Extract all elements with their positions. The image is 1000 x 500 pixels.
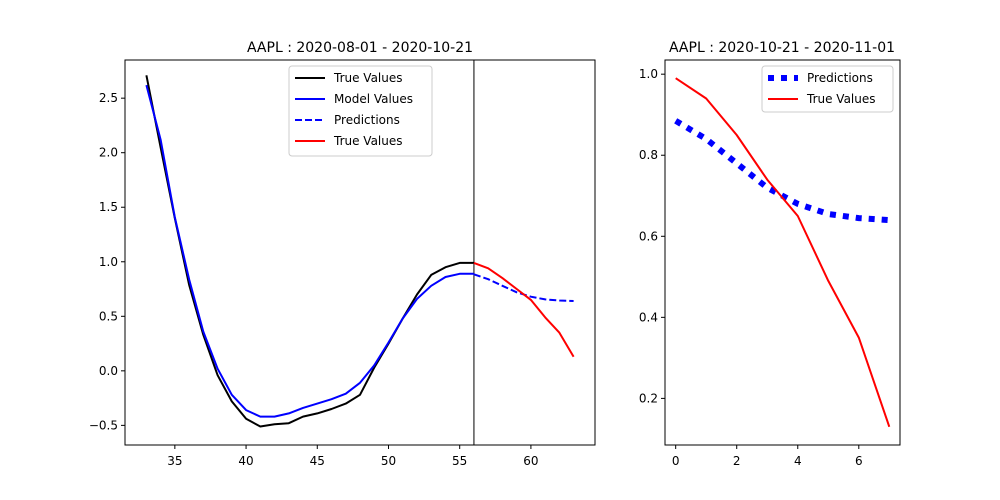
series-line [473, 261, 575, 358]
legend-label: Predictions [807, 71, 873, 85]
legend-label: Predictions [334, 113, 400, 127]
legend-label: True Values [333, 71, 403, 85]
y-tick-label: 1.0 [639, 67, 658, 81]
chart-right-title: AAPL : 2020-10-21 - 2020-11-01 [669, 40, 895, 56]
chart-right-legend: Predictions True Values [761, 65, 894, 113]
y-tick-label: 0.2 [639, 391, 658, 405]
x-tick-label: 35 [167, 454, 182, 468]
legend-label: True Values [806, 92, 876, 106]
x-tick-label: 4 [794, 454, 802, 468]
x-tick-label: 60 [523, 454, 538, 468]
chart-left-legend: True Values Model Values Predictions True V… [288, 65, 433, 157]
legend-box [288, 65, 433, 157]
x-tick-label: 0 [672, 454, 680, 468]
y-tick-label: 2.5 [99, 91, 118, 105]
series-line [145, 84, 474, 418]
chart-left: AAPL : 2020-08-01 - 2020-10-21 35 40 45 50 5… [89, 40, 596, 468]
y-tick-label: 2.0 [99, 146, 118, 160]
y-tick-label: −0.5 [89, 418, 118, 432]
x-tick-label: 55 [452, 454, 467, 468]
chart-left-ticks: 35 40 45 50 55 60 −0.5 0.0 0.5 1.0 1.5 2.0 2.5 [89, 91, 539, 468]
chart-right-ticks: 0 2 4 6 0.2 0.4 0.6 0.8 1.0 [639, 67, 863, 468]
y-tick-label: 0.8 [639, 148, 658, 162]
x-tick-label: 50 [381, 454, 396, 468]
x-tick-label: 2 [733, 454, 741, 468]
chart-left-title: AAPL : 2020-08-01 - 2020-10-21 [247, 40, 473, 56]
chart-right-frame [664, 59, 901, 446]
chart-right: AAPL : 2020-10-21 - 2020-11-01 0 2 4 6 0.2 0.… [639, 40, 901, 468]
x-tick-label: 40 [238, 454, 253, 468]
series-line [675, 77, 891, 428]
y-tick-label: 1.5 [99, 200, 118, 214]
legend-label: Model Values [334, 92, 413, 106]
y-tick-label: 0.5 [99, 309, 118, 323]
chart-left-plot [145, 60, 575, 445]
chart-right-plot [674, 77, 891, 428]
x-tick-label: 45 [310, 454, 325, 468]
x-tick-label: 6 [855, 454, 863, 468]
y-tick-label: 0.4 [639, 310, 658, 324]
y-tick-label: 1.0 [99, 255, 118, 269]
series-line [674, 118, 890, 224]
legend-label: True Values [333, 134, 403, 148]
y-tick-label: 0.6 [639, 229, 658, 243]
y-tick-label: 0.0 [99, 364, 118, 378]
chart-left-frame [124, 59, 596, 446]
